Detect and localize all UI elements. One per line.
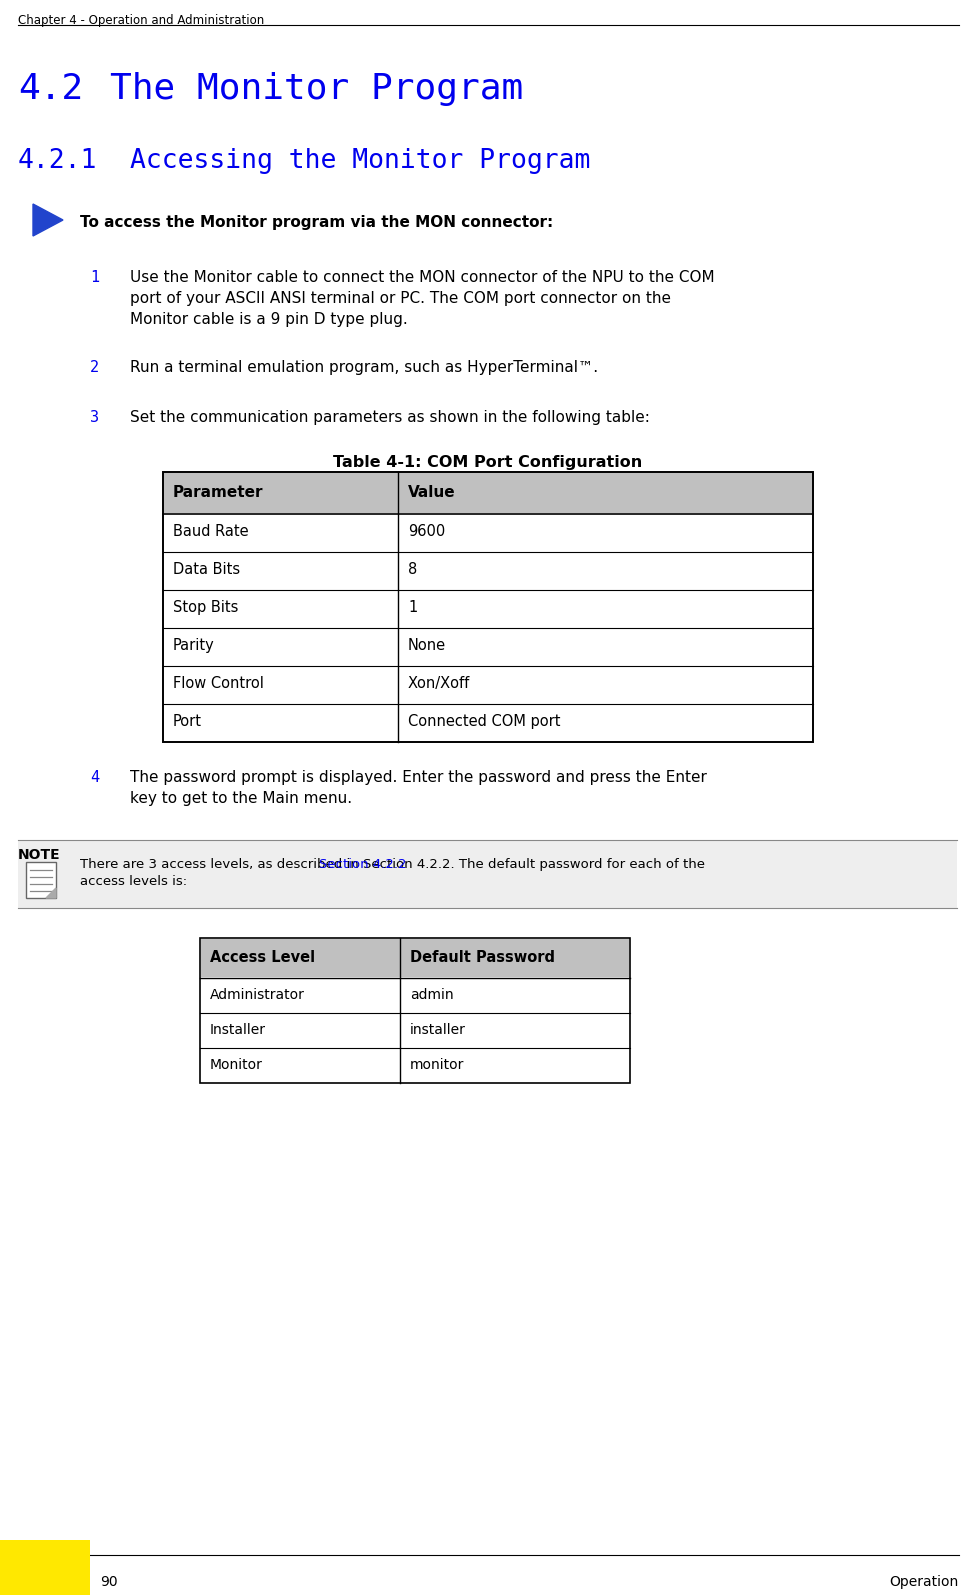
Bar: [200, 938, 630, 1083]
Text: Section 4.2.2: Section 4.2.2: [319, 858, 406, 871]
Text: Flow Control: Flow Control: [173, 676, 264, 691]
Polygon shape: [33, 204, 63, 236]
Bar: [0, 1541, 90, 1595]
Text: Baud Rate: Baud Rate: [173, 525, 248, 539]
Text: Installer: Installer: [210, 1022, 266, 1037]
Text: Default Password: Default Password: [410, 951, 555, 965]
Text: 2: 2: [90, 360, 99, 375]
Text: 8: 8: [408, 561, 417, 577]
Text: Table 4-1: COM Port Configuration: Table 4-1: COM Port Configuration: [333, 455, 643, 471]
Text: Access Level: Access Level: [210, 951, 316, 965]
Text: 4.2.1: 4.2.1: [18, 148, 98, 174]
Bar: [18, 841, 957, 908]
Text: The Monitor Program: The Monitor Program: [110, 72, 524, 105]
Text: Stop Bits: Stop Bits: [173, 600, 238, 616]
Text: Run a terminal emulation program, such as HyperTerminal™.: Run a terminal emulation program, such a…: [130, 360, 598, 375]
Bar: [201, 939, 629, 978]
Text: Connected COM port: Connected COM port: [408, 715, 561, 729]
Polygon shape: [46, 888, 56, 898]
Text: To access the Monitor program via the MON connector:: To access the Monitor program via the MO…: [80, 215, 553, 230]
Text: installer: installer: [410, 1022, 466, 1037]
Text: port of your ASCII ANSI terminal or PC. The COM port connector on the: port of your ASCII ANSI terminal or PC. …: [130, 290, 671, 306]
Text: Monitor cable is a 9 pin D type plug.: Monitor cable is a 9 pin D type plug.: [130, 313, 407, 327]
Text: Port: Port: [173, 715, 202, 729]
Text: Xon/Xoff: Xon/Xoff: [408, 676, 470, 691]
Text: monitor: monitor: [410, 1057, 464, 1072]
Text: Use the Monitor cable to connect the MON connector of the NPU to the COM: Use the Monitor cable to connect the MON…: [130, 270, 714, 286]
Text: Accessing the Monitor Program: Accessing the Monitor Program: [130, 148, 590, 174]
Text: Parity: Parity: [173, 638, 215, 652]
Text: The password prompt is displayed. Enter the password and press the Enter: The password prompt is displayed. Enter …: [130, 770, 707, 785]
Text: 4.2: 4.2: [18, 72, 83, 105]
Text: key to get to the Main menu.: key to get to the Main menu.: [130, 791, 352, 805]
Text: Parameter: Parameter: [173, 485, 264, 499]
Text: 9600: 9600: [408, 525, 446, 539]
Text: Set the communication parameters as shown in the following table:: Set the communication parameters as show…: [130, 410, 650, 424]
Text: There are 3 access levels, as described in Section 4.2.2. The default password f: There are 3 access levels, as described …: [80, 858, 705, 871]
Text: 4: 4: [90, 770, 99, 785]
Text: admin: admin: [410, 987, 453, 1002]
Text: Monitor: Monitor: [210, 1057, 263, 1072]
Text: Value: Value: [408, 485, 455, 499]
Bar: [26, 861, 56, 898]
Text: Administrator: Administrator: [210, 987, 305, 1002]
Bar: [164, 474, 812, 514]
Text: Chapter 4 - Operation and Administration: Chapter 4 - Operation and Administration: [18, 14, 264, 27]
Text: 90: 90: [100, 1574, 117, 1589]
Text: NOTE: NOTE: [18, 849, 61, 861]
Bar: [163, 472, 813, 742]
Text: 1: 1: [408, 600, 417, 616]
Text: access levels is:: access levels is:: [80, 876, 188, 888]
Text: Operation: Operation: [890, 1574, 959, 1589]
Text: None: None: [408, 638, 446, 652]
Text: Data Bits: Data Bits: [173, 561, 240, 577]
Text: 1: 1: [90, 270, 99, 286]
Text: 3: 3: [90, 410, 99, 424]
